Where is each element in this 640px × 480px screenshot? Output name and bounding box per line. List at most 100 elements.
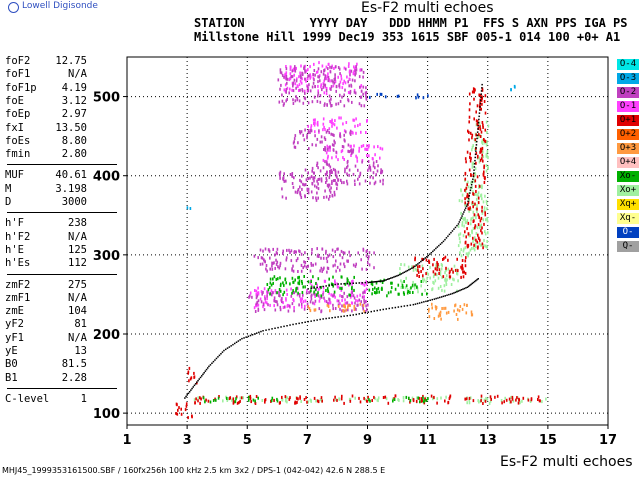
trace-point: [451, 292, 454, 295]
trace-point: [479, 102, 482, 105]
echo-point: [261, 256, 264, 260]
parameter-row: B0 81.5: [5, 358, 117, 371]
echo-point: [484, 230, 486, 234]
echo-point: [466, 227, 468, 231]
trace-point: [361, 282, 363, 284]
echo-point: [323, 266, 325, 270]
echo-point: [481, 153, 483, 157]
echo-point: [476, 175, 479, 179]
trace-point: [230, 345, 232, 347]
echo-point: [292, 141, 295, 145]
echo-point: [270, 283, 273, 287]
echo-point: [386, 294, 388, 298]
echo-point: [269, 292, 271, 296]
echo-point: [322, 166, 325, 170]
echo-point: [311, 169, 313, 173]
trace-point: [313, 319, 315, 322]
echo-point: [399, 271, 402, 275]
echo-point: [336, 187, 338, 191]
echo-point: [475, 151, 478, 155]
echo-point: [248, 295, 250, 299]
echo-point: [285, 256, 288, 260]
echo-point: [457, 225, 460, 228]
echo-point: [468, 192, 470, 196]
echo-point: [486, 217, 488, 221]
echo-point: [397, 398, 399, 402]
echo-point: [259, 262, 262, 266]
echo-point: [328, 94, 331, 98]
echo-point: [396, 94, 399, 98]
echo-point: [276, 303, 279, 307]
echo-point: [309, 75, 312, 79]
echo-point: [318, 177, 321, 181]
echo-point: [300, 81, 303, 85]
echo-point: [289, 396, 291, 400]
echo-point: [257, 299, 260, 303]
echo-point: [346, 172, 348, 176]
trace-point: [340, 315, 342, 318]
echo-point: [297, 276, 299, 280]
trace-point: [298, 322, 300, 325]
trace-point: [417, 263, 419, 265]
echo-point: [307, 400, 309, 404]
echo-point: [274, 266, 276, 270]
echo-point: [316, 247, 318, 251]
echo-point: [327, 185, 330, 189]
echo-point: [327, 146, 330, 150]
echo-point: [356, 294, 359, 298]
echo-point: [332, 284, 334, 288]
echo-point: [468, 198, 470, 202]
echo-point: [320, 396, 323, 400]
trace-point: [476, 278, 478, 281]
trace-point: [367, 311, 369, 313]
echo-point: [267, 303, 269, 307]
echo-point: [481, 197, 483, 201]
echo-point: [326, 75, 329, 79]
trace-point: [465, 287, 467, 289]
echo-point: [477, 223, 480, 227]
trace-point: [472, 281, 475, 284]
echo-point: [472, 161, 474, 165]
parameter-separator: [7, 164, 117, 166]
echo-point: [326, 266, 329, 270]
echo-point: [342, 156, 344, 160]
trace-point: [439, 243, 442, 245]
echo-point: [310, 190, 313, 194]
trace-point: [409, 268, 412, 270]
echo-point: [275, 300, 277, 303]
echo-point: [485, 218, 487, 222]
echo-point: [466, 401, 468, 405]
echo-point: [447, 267, 450, 271]
echo-point: [473, 97, 475, 101]
echo-point: [390, 286, 393, 290]
echo-point: [349, 131, 351, 135]
echo-point: [378, 290, 380, 294]
echo-point: [476, 226, 479, 230]
trace-point: [435, 297, 437, 300]
echo-point: [464, 157, 467, 161]
trace-point: [423, 258, 425, 260]
echo-point: [470, 218, 472, 222]
parameter-value: N/A: [68, 230, 87, 243]
echo-point: [484, 399, 487, 403]
echo-point: [322, 85, 325, 89]
echo-point: [323, 103, 326, 107]
echo-point: [351, 301, 354, 305]
echo-point: [188, 379, 190, 383]
echo-point: [488, 402, 491, 405]
trace-point: [204, 370, 207, 372]
echo-point: [403, 292, 405, 296]
echo-point: [325, 65, 328, 69]
echo-point: [197, 399, 199, 403]
trace-point: [379, 309, 381, 311]
echo-point: [325, 172, 328, 176]
parameter-value: 3.12: [61, 94, 87, 107]
echo-point: [476, 204, 478, 208]
echo-point: [464, 246, 467, 250]
trace-point: [478, 118, 480, 121]
trace-point: [426, 256, 428, 258]
echo-point: [346, 179, 348, 183]
echo-point: [316, 399, 319, 403]
echo-point: [318, 61, 320, 65]
echo-point: [425, 280, 427, 284]
